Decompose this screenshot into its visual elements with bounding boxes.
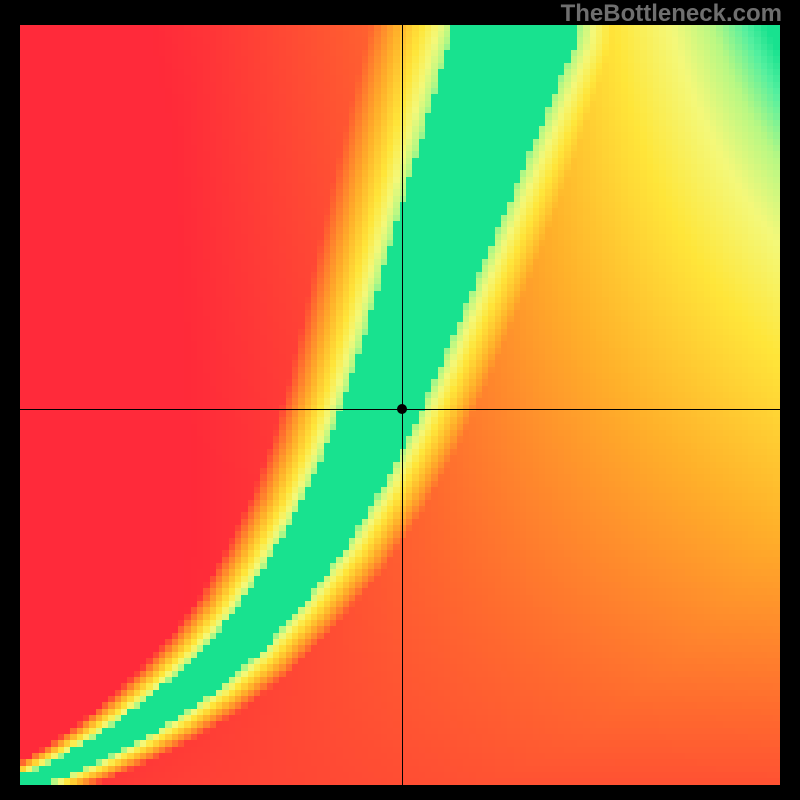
chart-container: { "meta": { "source_label": "TheBottlene… — [0, 0, 800, 800]
selection-marker — [397, 404, 407, 414]
watermark-label: TheBottleneck.com — [561, 0, 782, 28]
